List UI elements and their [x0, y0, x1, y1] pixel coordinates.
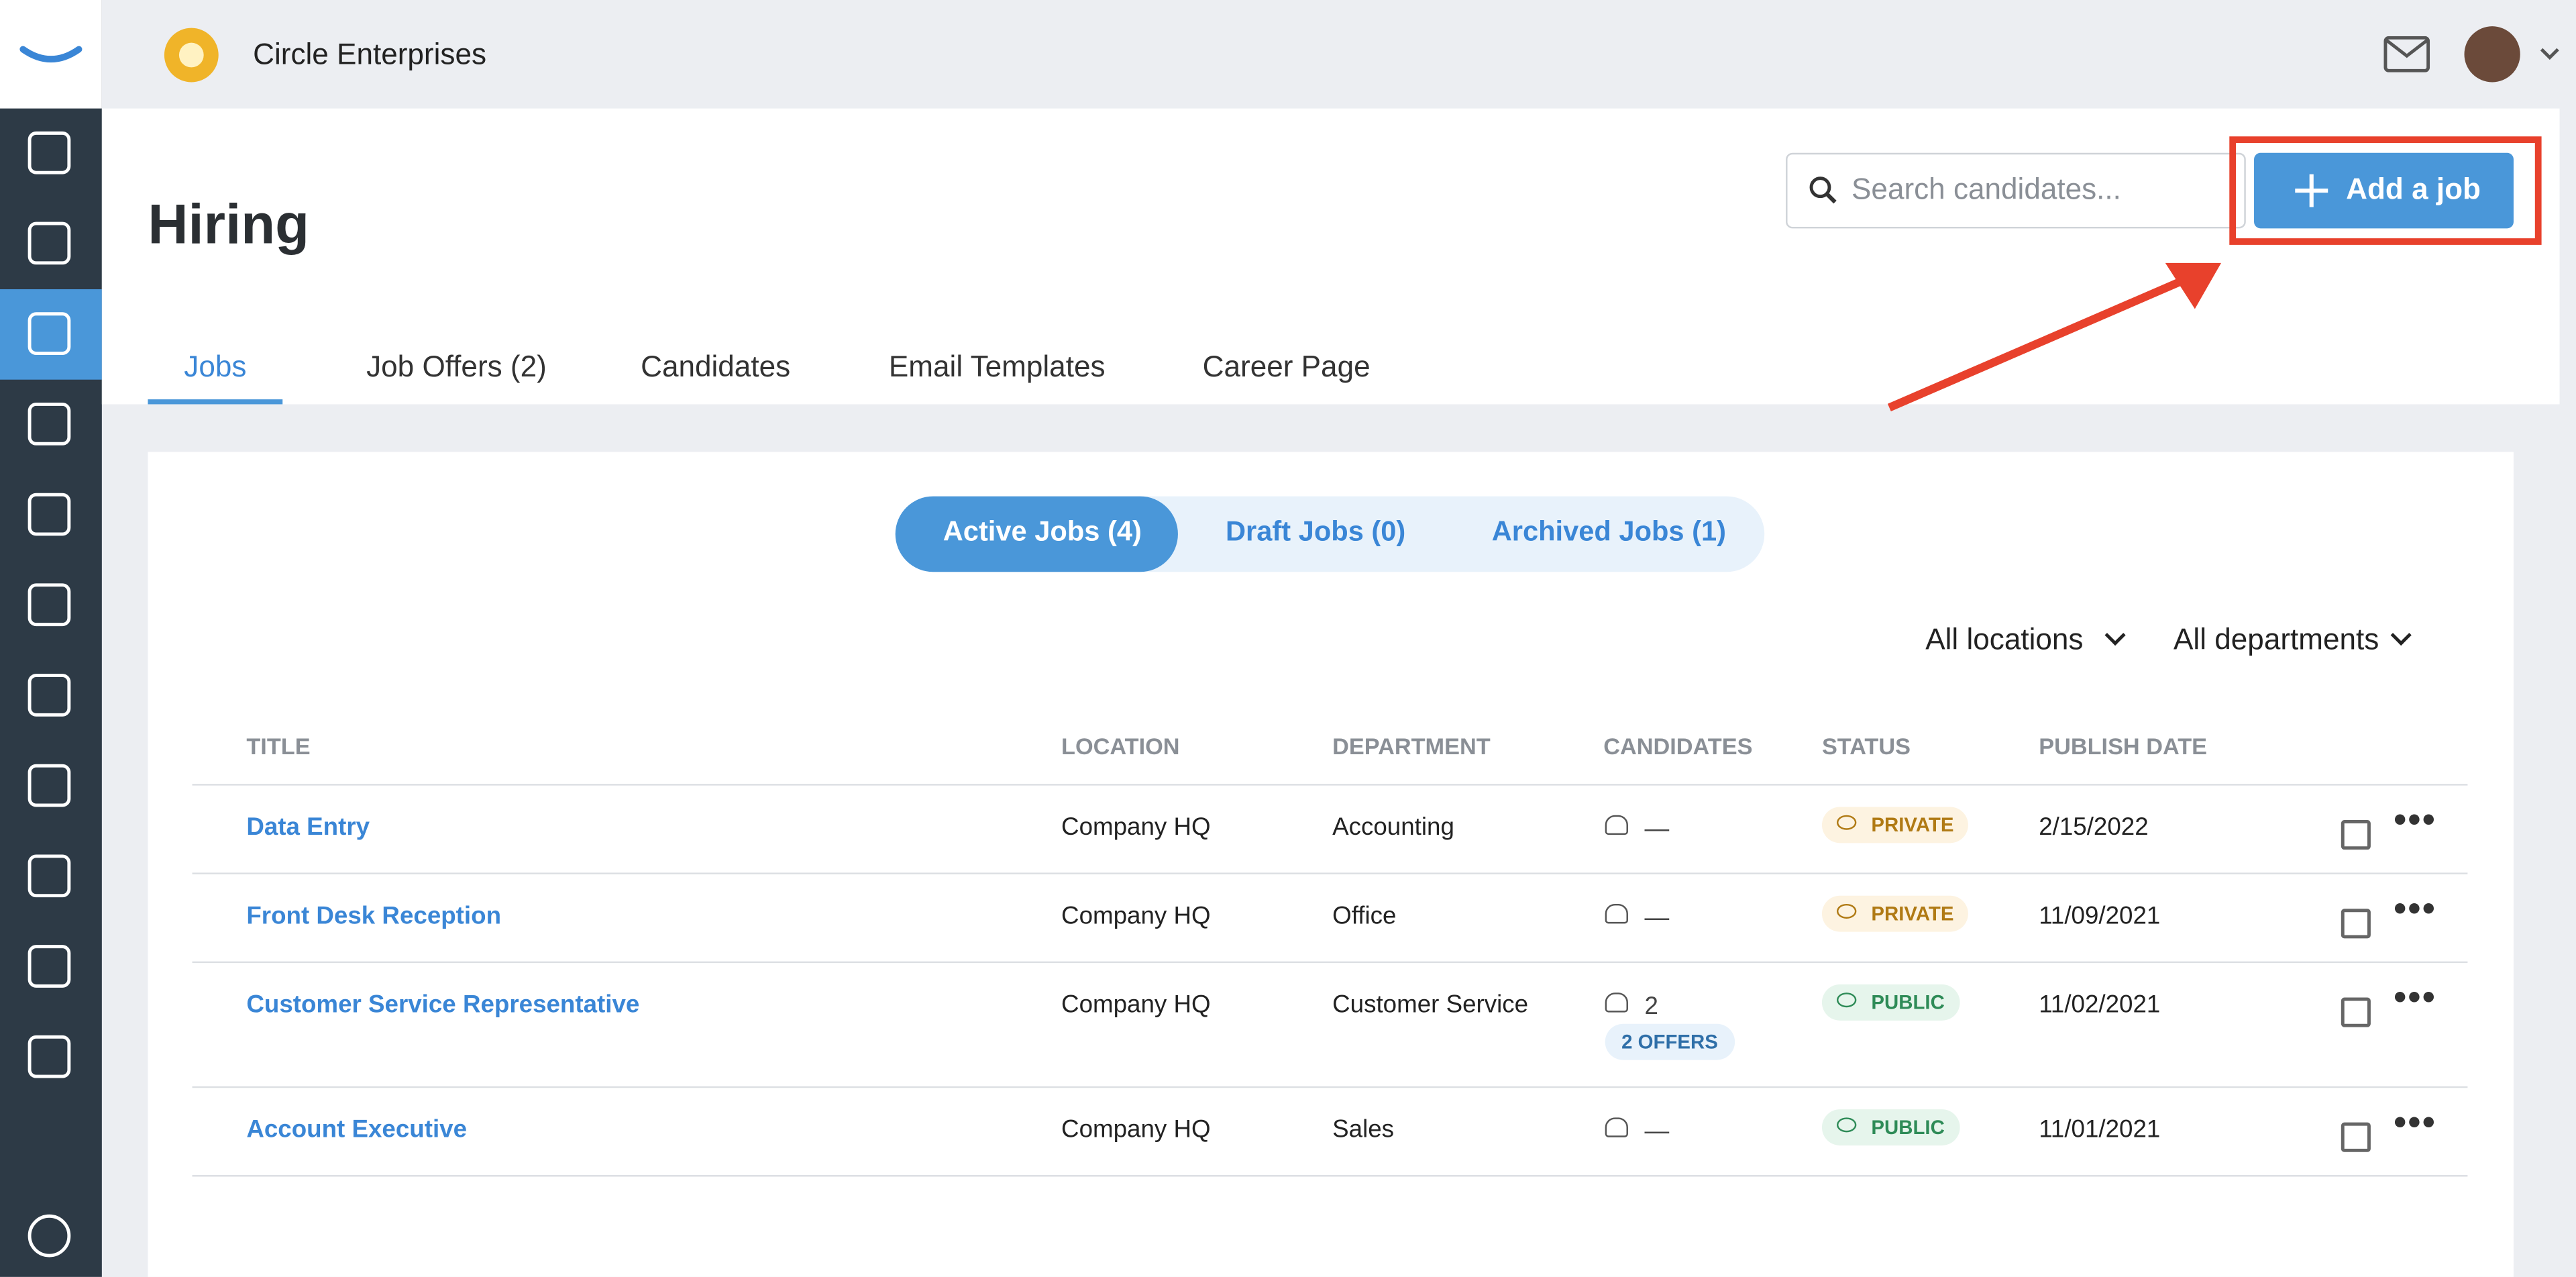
column-header: LOCATION: [1061, 733, 1180, 760]
candidates-icon: [1605, 815, 1628, 835]
active-nav: [0, 289, 102, 380]
row-line: [192, 1175, 2468, 1177]
row-line: [192, 1086, 2468, 1088]
avatar[interactable]: [2464, 26, 2520, 83]
publish-date: 11/01/2021: [2039, 1115, 2161, 1144]
nav-icon[interactable]: [28, 403, 71, 446]
location: Company HQ: [1061, 990, 1211, 1019]
status-icon: [1836, 992, 1857, 1008]
sidebar: [0, 0, 102, 1277]
column-header: STATUS: [1821, 733, 1911, 760]
publish-date: 11/09/2021: [2039, 902, 2161, 931]
department: Office: [1332, 902, 1397, 931]
location: Company HQ: [1061, 902, 1211, 931]
status-icon: [1836, 903, 1857, 919]
candidates-icon: [1605, 1117, 1628, 1137]
job-tab-active: [895, 496, 1178, 572]
location: Company HQ: [1061, 1115, 1211, 1144]
row-line: [192, 961, 2468, 964]
publish-date: 11/02/2021: [2039, 990, 2161, 1019]
nav-icon[interactable]: [28, 131, 71, 174]
mail-icon[interactable]: [2383, 36, 2430, 72]
job-tab[interactable]: Draft Jobs (0): [1225, 515, 1406, 548]
job-title[interactable]: Customer Service Representative: [246, 990, 640, 1019]
tab[interactable]: Career Page: [1202, 350, 1371, 383]
more-menu[interactable]: •••: [2394, 887, 2437, 929]
department: Sales: [1332, 1115, 1395, 1144]
job-title[interactable]: Data Entry: [246, 813, 370, 841]
more-menu[interactable]: •••: [2394, 799, 2437, 840]
search-box[interactable]: [1786, 152, 2246, 229]
status-icon: [1836, 1117, 1857, 1133]
more-menu[interactable]: •••: [2394, 1101, 2437, 1143]
column-header: DEPARTMENT: [1332, 733, 1491, 760]
offers-badge: 2 OFFERS: [1605, 1023, 1735, 1060]
candidate-count: —: [1644, 815, 1670, 844]
nav-icon[interactable]: [28, 583, 71, 627]
column-header: TITLE: [246, 733, 311, 760]
candidate-count: —: [1644, 903, 1670, 932]
filter[interactable]: All departments: [2174, 623, 2379, 656]
nav-icon[interactable]: [28, 493, 71, 536]
candidates-icon: [1605, 903, 1628, 924]
row-line: [192, 872, 2468, 874]
tab-underline: [148, 399, 283, 405]
more-menu[interactable]: •••: [2394, 976, 2437, 1017]
department: Customer Service: [1332, 990, 1529, 1019]
job-tab[interactable]: Archived Jobs (1): [1491, 515, 1727, 548]
candidate-count: —: [1644, 1117, 1670, 1145]
status-badge: PRIVATE: [1821, 807, 1969, 844]
highlight-arrow: [1887, 262, 2222, 411]
job-title[interactable]: Account Executive: [246, 1115, 468, 1144]
avatar-caret[interactable]: [2538, 46, 2561, 62]
plus-icon: [2295, 174, 2328, 207]
open-link[interactable]: [2341, 820, 2371, 850]
add-job-label: Add a job: [2346, 172, 2481, 206]
status-icon: [1836, 815, 1857, 830]
location: Company HQ: [1061, 813, 1211, 841]
open-link[interactable]: [2341, 997, 2371, 1027]
jobs-card: [148, 452, 2514, 1277]
filter[interactable]: All locations: [1925, 623, 2084, 656]
nav-icon[interactable]: [28, 1035, 71, 1078]
tab[interactable]: Job Offers (2): [366, 350, 547, 383]
nav-icon[interactable]: [28, 945, 71, 988]
publish-date: 2/15/2022: [2039, 813, 2149, 841]
tab[interactable]: Candidates: [641, 350, 791, 383]
tab[interactable]: Email Templates: [888, 350, 1106, 383]
nav-icon[interactable]: [28, 312, 71, 355]
logo[interactable]: [0, 0, 102, 109]
nav-icons: [28, 131, 71, 1258]
candidate-count: 2: [1644, 992, 1658, 1021]
department: Accounting: [1332, 813, 1454, 841]
search-placeholder: Search candidates...: [1851, 172, 2121, 206]
candidates-icon: [1605, 992, 1628, 1013]
job-tab[interactable]: Active Jobs (4): [943, 515, 1142, 548]
nav-icon[interactable]: [28, 764, 71, 807]
tab[interactable]: Jobs: [184, 350, 247, 383]
search-icon: [1809, 176, 1837, 204]
status-badge: PRIVATE: [1821, 895, 1969, 932]
open-link[interactable]: [2341, 909, 2371, 939]
column-header: CANDIDATES: [1603, 733, 1753, 760]
job-title[interactable]: Front Desk Reception: [246, 902, 502, 931]
highlight-box: [2229, 136, 2542, 245]
nav-icon[interactable]: [28, 1214, 71, 1258]
page-title: Hiring: [148, 193, 309, 257]
open-link[interactable]: [2341, 1122, 2371, 1152]
company-logo: [164, 28, 219, 83]
nav-icon[interactable]: [28, 854, 71, 898]
column-header: PUBLISH DATE: [2039, 733, 2208, 760]
company-name: Circle Enterprises: [253, 38, 487, 71]
header-line: [192, 784, 2468, 786]
nav-icon[interactable]: [28, 221, 71, 265]
nav-icon[interactable]: [28, 674, 71, 717]
